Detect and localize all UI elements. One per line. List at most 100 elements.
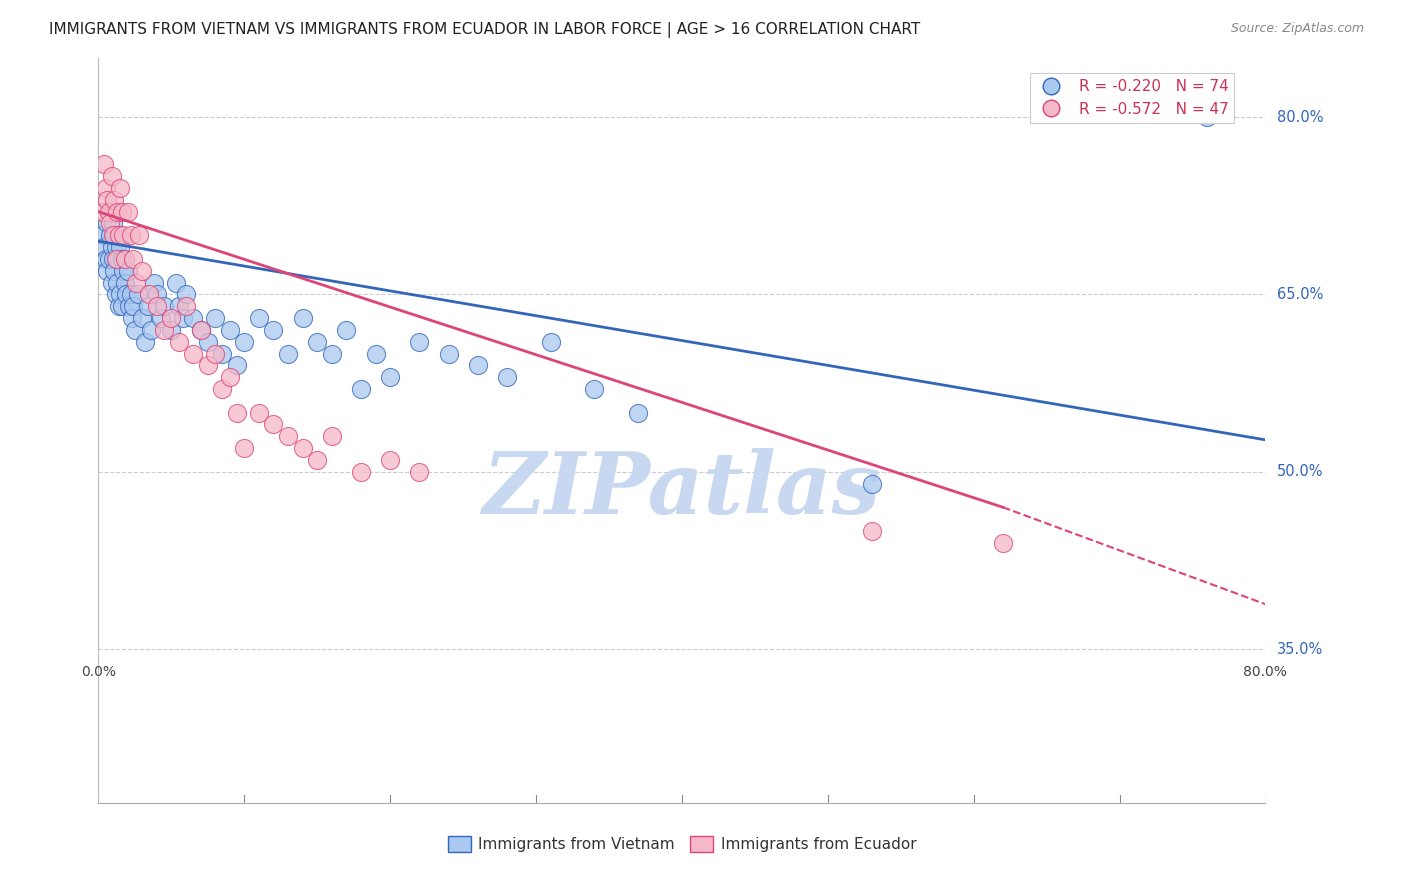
Point (321, 429, 343, 443)
Point (114, 276, 136, 290)
Point (226, 406, 249, 420)
Point (98, 217, 121, 231)
Point (291, 311, 314, 326)
Point (142, 276, 165, 290)
Point (103, 193, 125, 207)
Point (98, 228, 121, 243)
Point (153, 299, 176, 313)
Point (408, 334, 430, 349)
Text: Source: ZipAtlas.com: Source: ZipAtlas.com (1230, 22, 1364, 36)
Point (97, 252, 120, 266)
Point (627, 406, 650, 420)
Point (93, 157, 115, 171)
Point (97, 204, 120, 219)
Point (117, 264, 139, 278)
Point (124, 323, 146, 337)
Point (131, 264, 153, 278)
Point (167, 299, 190, 313)
Point (94, 252, 117, 266)
Point (136, 299, 159, 313)
Text: 65.0%: 65.0% (1277, 287, 1323, 301)
Point (105, 252, 128, 266)
Point (104, 287, 127, 301)
Point (114, 252, 136, 266)
Point (991, 535, 1014, 549)
Point (122, 252, 145, 266)
Point (233, 441, 256, 455)
Point (190, 323, 212, 337)
Point (160, 311, 183, 326)
Point (174, 287, 197, 301)
Text: IMMIGRANTS FROM VIETNAM VS IMMIGRANTS FROM ECUADOR IN LABOR FORCE | AGE > 16 COR: IMMIGRANTS FROM VIETNAM VS IMMIGRANTS FR… (49, 22, 921, 38)
Point (91, 228, 114, 243)
Point (204, 311, 226, 326)
Text: 80.0%: 80.0% (1277, 110, 1323, 125)
Point (96, 264, 118, 278)
Point (101, 217, 124, 231)
Point (160, 323, 183, 337)
Point (181, 311, 204, 326)
Point (105, 204, 128, 219)
Text: 80.0%: 80.0% (1243, 665, 1288, 679)
Point (131, 311, 153, 326)
Legend: R = -0.220   N = 74, R = -0.572   N = 47: R = -0.220 N = 74, R = -0.572 N = 47 (1029, 73, 1234, 123)
Point (262, 323, 284, 337)
Text: ZIPatlas: ZIPatlas (482, 448, 882, 532)
Point (277, 346, 299, 360)
Point (1195, 110, 1218, 124)
Point (111, 252, 134, 266)
Point (165, 276, 187, 290)
Point (101, 252, 124, 266)
Point (218, 323, 240, 337)
Point (860, 476, 883, 491)
Point (197, 334, 219, 349)
Point (262, 417, 284, 432)
Point (350, 382, 373, 396)
Text: 50.0%: 50.0% (1277, 464, 1323, 479)
Point (277, 429, 299, 443)
Point (146, 299, 169, 313)
Point (112, 228, 135, 243)
Point (860, 524, 883, 538)
Point (104, 252, 127, 266)
Point (167, 334, 190, 349)
Point (108, 228, 131, 243)
Text: 35.0%: 35.0% (1277, 641, 1323, 657)
Point (94, 181, 117, 195)
Point (146, 287, 169, 301)
Point (127, 287, 149, 301)
Point (291, 441, 314, 455)
Point (103, 264, 125, 278)
Point (350, 465, 373, 479)
Point (96, 217, 118, 231)
Text: 0.0%: 0.0% (82, 665, 115, 679)
Point (91, 204, 114, 219)
Point (583, 382, 606, 396)
Point (233, 334, 256, 349)
Point (125, 276, 148, 290)
Point (110, 181, 132, 195)
Point (307, 453, 329, 467)
Point (104, 240, 127, 254)
Point (110, 240, 132, 254)
Point (321, 346, 343, 360)
Point (139, 323, 162, 337)
Point (190, 323, 212, 337)
Point (218, 370, 240, 384)
Point (211, 382, 233, 396)
Point (110, 287, 132, 301)
Point (364, 346, 387, 360)
Point (211, 346, 233, 360)
Point (153, 323, 176, 337)
Point (120, 228, 142, 243)
Point (97, 204, 120, 219)
Point (408, 465, 430, 479)
Point (100, 276, 122, 290)
Point (150, 311, 173, 326)
Point (93, 240, 115, 254)
Point (138, 287, 160, 301)
Point (181, 346, 204, 360)
Point (117, 204, 139, 219)
Point (108, 299, 131, 313)
Point (380, 370, 402, 384)
